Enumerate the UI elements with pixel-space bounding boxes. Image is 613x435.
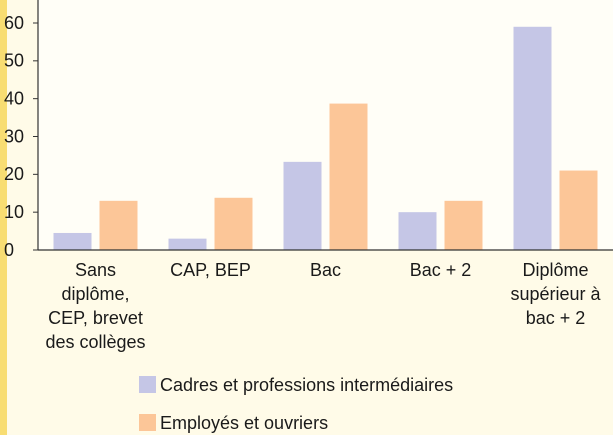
x-tick-label: Sans diplôme, CEP, brevet des collèges <box>45 260 146 352</box>
x-tick-label: Diplôme supérieur à bac + 2 <box>510 260 601 328</box>
y-tick-label: 60 <box>4 13 24 33</box>
legend-label: Cadres et professions intermédiaires <box>160 375 453 395</box>
bar <box>444 200 483 250</box>
bar <box>53 232 92 250</box>
y-tick-label: 20 <box>4 164 24 184</box>
y-tick-label: 40 <box>4 88 24 108</box>
bar <box>559 170 598 250</box>
bar <box>283 161 322 250</box>
bar <box>168 238 207 250</box>
y-tick-label: 0 <box>4 240 14 260</box>
y-tick-label: 10 <box>4 202 24 222</box>
y-tick-label: 30 <box>4 126 24 146</box>
bar <box>398 212 437 250</box>
x-tick-label: CAP, BEP <box>170 260 251 280</box>
legend-swatch <box>139 376 156 393</box>
y-tick-label: 50 <box>4 51 24 71</box>
bar <box>214 197 253 250</box>
bar <box>513 26 552 251</box>
side-strip <box>0 0 7 435</box>
x-tick-label: Bac <box>309 260 342 280</box>
legend-label: Employés et ouvriers <box>160 413 328 433</box>
x-tick-label: Bac + 2 <box>409 260 472 280</box>
bar <box>329 103 368 251</box>
bar <box>99 200 138 250</box>
legend-swatch <box>139 414 156 431</box>
